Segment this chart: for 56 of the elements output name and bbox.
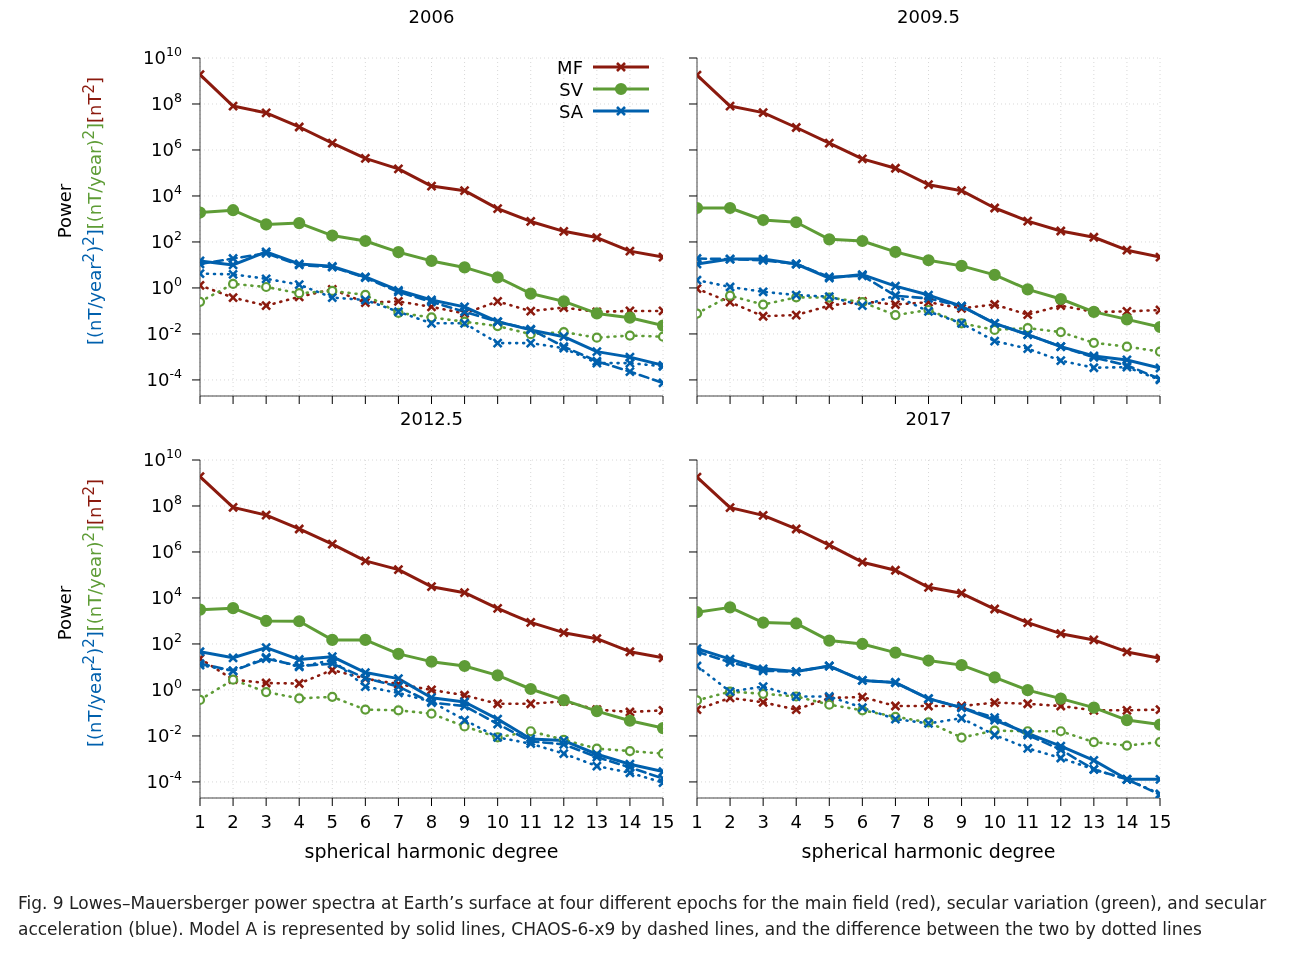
legend-label: SV	[558, 78, 583, 100]
chart-title: 2006	[407, 6, 456, 27]
y-tick-label: 10$^{2}$	[151, 629, 182, 654]
chart-title: 2017	[904, 408, 953, 429]
caption: Fig. 9 Lowes–Mauersberger power spectra at Earth’s surface at four different epochs for the main field (red), secular variation (green), and secular acceleration (blue). Model A is represented by solid lines, CHAOS-6-x9 by dashed lines, and the difference between the two by dotted lines	[18, 892, 1268, 941]
x-tick-label: 4	[790, 811, 802, 832]
x-tick-label: 3	[260, 811, 272, 832]
x-tick-label: 15	[651, 811, 675, 832]
x-tick-label: 11	[1016, 811, 1040, 832]
y-tick-label: 10$^{-2}$	[146, 721, 182, 746]
x-tick-label: 13	[585, 811, 609, 832]
x-tick-label: 15	[1148, 811, 1172, 832]
x-tick-label: 12	[1049, 811, 1073, 832]
x-tick-label: 11	[519, 811, 543, 832]
y-tick-label: 10$^{-2}$	[146, 319, 182, 344]
x-tick-label: 1	[194, 811, 206, 832]
chart-title: 2012.5	[399, 408, 464, 429]
y-tick-label: 10$^{10}$	[143, 445, 182, 470]
x-tick-label: 6	[856, 811, 869, 832]
x-tick-label: 2	[227, 811, 239, 832]
x-tick-label: 5	[326, 811, 339, 832]
x-tick-label: 4	[293, 811, 305, 832]
x-tick-label: 10	[983, 811, 1007, 832]
y-tick-label: 10$^{4}$	[151, 181, 182, 206]
y-tick-label: 10$^{8}$	[151, 491, 182, 516]
y-tick-label: 10$^{6}$	[151, 135, 182, 160]
y-tick-label: 10$^{0}$	[151, 675, 182, 700]
x-tick-label: 5	[823, 811, 836, 832]
legend-label: SA	[557, 100, 583, 122]
x-tick-label: 7	[392, 811, 405, 832]
y-tick-label: 10$^{2}$	[151, 227, 182, 252]
x-tick-label: 14	[618, 811, 642, 832]
x-tick-label: 2	[724, 811, 736, 832]
y-tick-label: 10$^{-4}$	[146, 365, 182, 390]
x-tick-label: 3	[757, 811, 769, 832]
x-axis-title: spherical harmonic degree	[800, 840, 1057, 862]
x-tick-label: 13	[1082, 811, 1106, 832]
y-tick-label: 10$^{6}$	[151, 537, 182, 562]
y-tick-label: 10$^{8}$	[151, 89, 182, 114]
chart-title: 2009.5	[896, 6, 961, 27]
x-tick-label: 8	[922, 811, 935, 832]
x-tick-label: 9	[458, 811, 471, 832]
x-tick-label: 7	[889, 811, 902, 832]
x-tick-label: 8	[425, 811, 438, 832]
y-tick-label: 10$^{4}$	[151, 583, 182, 608]
y-tick-label: 10$^{0}$	[151, 273, 182, 298]
x-tick-label: 12	[552, 811, 576, 832]
x-tick-label: 14	[1115, 811, 1139, 832]
y-tick-label: 10$^{-4}$	[146, 767, 182, 792]
x-tick-label: 1	[691, 811, 703, 832]
x-tick-label: 10	[486, 811, 510, 832]
x-axis-title: spherical harmonic degree	[303, 840, 560, 862]
y-tick-label: 10$^{10}$	[143, 43, 182, 68]
x-tick-label: 6	[359, 811, 372, 832]
legend-label: MF	[556, 56, 583, 78]
x-tick-label: 9	[955, 811, 968, 832]
